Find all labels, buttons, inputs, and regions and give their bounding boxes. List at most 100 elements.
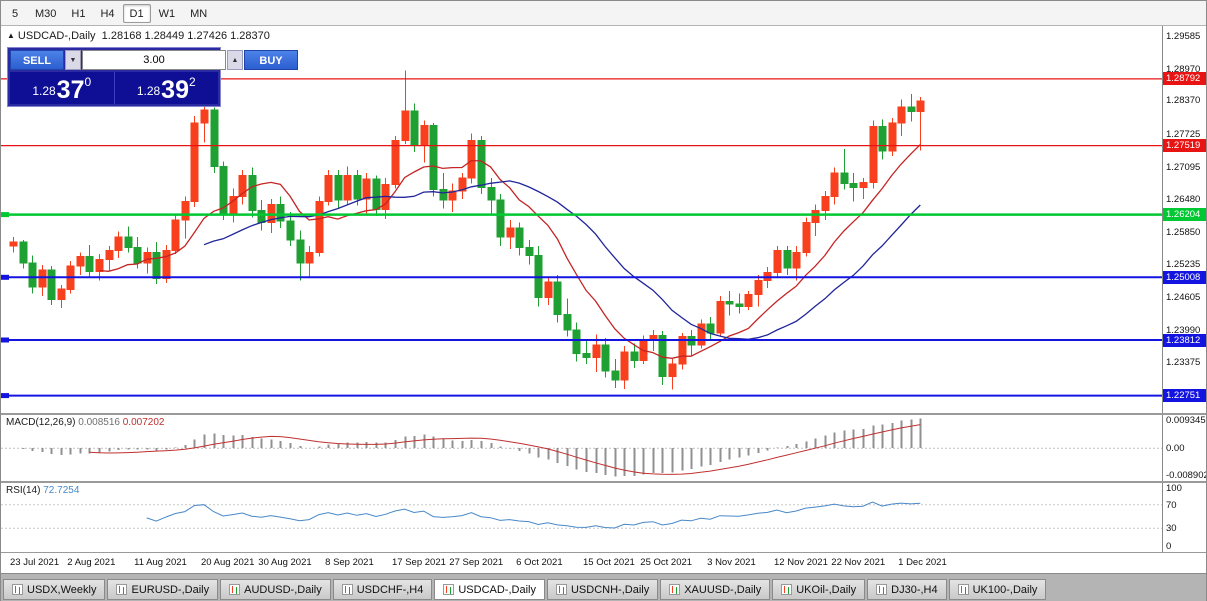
rsi-canvas[interactable] [1,483,1164,552]
chart-header: ▲ USDCAD-,Daily 1.28168 1.28449 1.27426 1… [7,30,270,42]
chart-tab-usdcad-daily[interactable]: USDCAD-,Daily [434,579,545,600]
timeframe-button-w1[interactable]: W1 [158,7,176,20]
price-line-badge: 1.23812 [1163,333,1206,347]
date-axis-label: 12 Nov 2021 [774,557,828,568]
chart-tab-audusd-daily[interactable]: AUDUSD-,Daily [220,579,331,600]
tab-label: UK100-,Daily [972,583,1038,596]
date-axis-label: 23 Jul 2021 [10,557,60,568]
price-axis-label: 1.26480 [1166,194,1201,206]
tab-label: USDX,Weekly [27,583,97,596]
bid-ask-display: 1.28 37 0 1.28 39 2 [10,72,218,104]
price-line-badge: 1.27519 [1163,139,1206,153]
macd-histogram [22,418,922,477]
sell-price-big: 37 [56,76,85,104]
price-line-badge: 1.25008 [1163,270,1206,284]
candlestick-icon [669,584,681,595]
tab-label: UKOil-,Daily [796,583,857,596]
panel-splitter[interactable] [1,413,1206,415]
timeframe-button-h4[interactable]: H4 [100,7,115,20]
rsi-axis-label: 70 [1166,499,1177,511]
timeframe-button-d1[interactable]: D1 [122,3,151,23]
date-axis-label: 2 Aug 2021 [67,557,116,568]
tab-label: EURUSD-,Daily [131,583,210,596]
volume-up-spinner[interactable]: ▲ [227,50,243,70]
line-anchor-marker[interactable] [1,274,9,280]
buy-button[interactable]: BUY [244,50,298,70]
sell-price-base: 1.28 [32,84,56,98]
price-axis-label: 1.23375 [1166,356,1201,368]
chart-tab-usdx-weekly[interactable]: USDX,Weekly [3,579,106,600]
candlestick-icon [876,584,888,595]
date-axis-label: 1 Dec 2021 [898,557,947,568]
sell-price: 1.28 37 0 [10,72,115,104]
line-anchor-marker[interactable] [1,393,9,399]
candlestick-icon [555,584,567,595]
timeframe-button-5[interactable]: 5 [11,7,19,20]
price-axis-label: 1.28970 [1166,63,1201,75]
date-axis-label: 3 Nov 2021 [707,557,756,568]
macd-label: MACD(12,26,9) 0.008516 0.007202 [6,417,165,428]
rsi-axis-label: 0 [1166,541,1172,552]
date-axis-label: 25 Oct 2021 [640,557,693,568]
volume-down-spinner[interactable]: ▼ [65,50,81,70]
chart-tabbar: USDX,Weekly EURUSD-,Daily AUDUSD-,Daily USD… [1,573,1206,601]
candles-group [9,70,925,390]
date-axis-label: 6 Oct 2021 [516,557,563,568]
chart-tab-usdchf-h4[interactable]: USDCHF-,H4 [332,579,433,600]
price-line-badge: 1.22751 [1163,389,1206,403]
chart-tab-xauusd-daily[interactable]: XAUUSD-,Daily [660,579,771,600]
tab-label: USDCAD-,Daily [458,583,536,596]
panel-splitter[interactable] [1,481,1206,483]
timeframe-button-m30[interactable]: M30 [35,7,57,20]
date-axis-label: 11 Aug 2021 [134,557,187,568]
rsi-axis-label: 100 [1166,483,1182,494]
rsi-panel: RSI(14) 72.7254 100 70 30 0 [1,483,1206,552]
price-axis: 1.29585 1.28970 1.28370 1.27725 1.27095 1.264… [1162,26,1206,413]
chart-tab-usdcnh-daily[interactable]: USDCNH-,Daily [546,579,659,600]
line-anchor-marker[interactable] [1,337,9,343]
main-chart-panel: ▲ USDCAD-,Daily 1.28168 1.28449 1.27426 1… [1,26,1206,413]
main-chart-canvas[interactable] [1,26,1164,413]
collapse-icon[interactable]: ▲ [7,31,15,40]
macd-axis-label: 0.009345 [1166,415,1206,426]
candlestick-icon [443,584,455,595]
price-axis-label: 1.27095 [1166,161,1201,173]
chevron-down-icon: ▼ [69,57,77,64]
price-axis-label: 1.28370 [1166,94,1201,106]
tab-label: AUDUSD-,Daily [244,583,322,596]
price-line-badge: 1.26204 [1163,208,1206,222]
sell-button[interactable]: SELL [10,50,64,70]
chevron-up-icon: ▲ [231,57,239,64]
date-axis-label: 15 Oct 2021 [583,557,635,568]
candlestick-icon [116,584,128,595]
price-axis-label: 1.25235 [1166,259,1201,271]
candlestick-icon [957,584,969,595]
timeframe-button-h1[interactable]: H1 [71,7,86,20]
tab-label: XAUUSD-,Daily [684,583,762,596]
price-axis-label: 1.23990 [1166,324,1201,336]
price-axis-label: 1.29585 [1166,31,1201,43]
volume-input[interactable] [82,50,226,70]
candlestick-icon [12,584,23,595]
chart-tab-dj30-h4[interactable]: DJ30-,H4 [867,579,947,600]
macd-axis-label: 0.00 [1166,443,1185,455]
date-axis-label: 27 Sep 2021 [449,557,504,568]
chart-tab-uk100-daily[interactable]: UK100-,Daily [948,579,1047,600]
chart-tab-eurusd-daily[interactable]: EURUSD-,Daily [107,579,219,600]
macd-canvas[interactable] [1,415,1164,481]
date-axis-label: 8 Sep 2021 [325,557,374,568]
buy-price-base: 1.28 [136,84,161,98]
ma-fast-line [98,144,921,359]
timeframe-button-mn[interactable]: MN [190,7,208,20]
chart-stack: ▲ USDCAD-,Daily 1.28168 1.28449 1.27426 1… [1,26,1206,573]
chart-tab-ukoil-daily[interactable]: UKOil-,Daily [772,579,866,600]
tab-label: DJ30-,H4 [891,583,938,596]
one-click-trade-panel: SELL ▼ ▲ BUY 1.28 37 0 1.28 39 2 [7,47,298,107]
line-anchor-marker[interactable] [1,212,9,218]
macd-axis: 0.009345 0.00 -0.008902 [1162,415,1206,481]
rsi-axis-label: 30 [1166,523,1177,535]
buy-price-big: 39 [161,76,189,104]
date-axis-label: 17 Sep 2021 [392,557,446,568]
macd-signal-line [89,424,921,475]
